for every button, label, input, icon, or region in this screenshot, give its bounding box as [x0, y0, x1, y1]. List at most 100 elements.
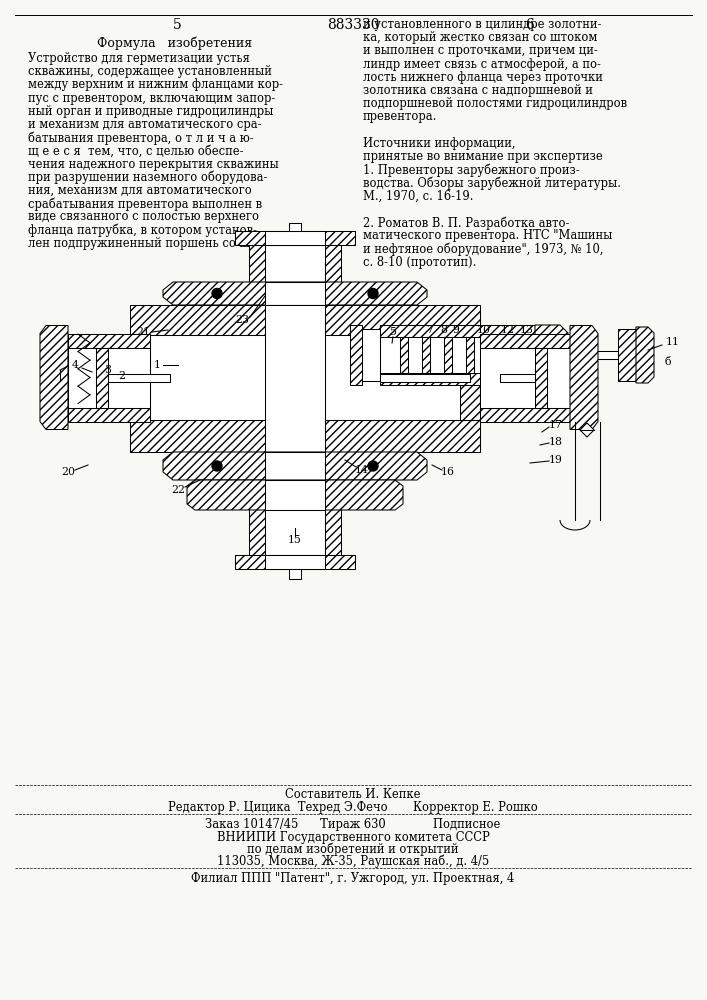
Bar	[618, 329, 636, 381]
Bar	[68, 348, 150, 408]
Text: 7: 7	[426, 325, 433, 335]
Circle shape	[212, 461, 222, 471]
Circle shape	[212, 288, 222, 298]
Bar	[568, 351, 618, 359]
Bar	[265, 231, 325, 245]
Polygon shape	[40, 326, 68, 430]
Text: 17: 17	[549, 420, 563, 430]
Polygon shape	[570, 326, 598, 430]
Text: б: б	[665, 357, 671, 367]
Text: 12: 12	[501, 325, 515, 335]
Text: ния, механизм для автоматического: ния, механизм для автоматического	[28, 184, 252, 197]
Bar	[380, 325, 535, 337]
Bar	[108, 373, 170, 381]
Bar	[325, 245, 341, 282]
Text: Составитель И. Кепке: Составитель И. Кепке	[285, 788, 421, 801]
Text: фланца патрубка, в котором установ-: фланца патрубка, в котором установ-	[28, 224, 257, 237]
Bar	[68, 408, 150, 422]
Text: 1: 1	[153, 360, 160, 370]
Text: Устройство для герметизации устья: Устройство для герметизации устья	[28, 52, 250, 65]
Bar	[235, 231, 355, 245]
Text: 113035, Москва, Ж-35, Раушская наб., д. 4/5: 113035, Москва, Ж-35, Раушская наб., д. …	[217, 855, 489, 868]
Text: чения надежного перекрытия скважины: чения надежного перекрытия скважины	[28, 158, 279, 171]
Text: 20: 20	[61, 467, 75, 477]
Text: 19: 19	[549, 455, 563, 465]
Bar	[380, 337, 535, 373]
Text: золотника связана с надпоршневой и: золотника связана с надпоршневой и	[363, 84, 593, 97]
Polygon shape	[187, 480, 403, 510]
Text: 883330: 883330	[327, 18, 379, 32]
Polygon shape	[580, 423, 594, 437]
Text: линдр имеет связь с атмосферой, а по-: линдр имеет связь с атмосферой, а по-	[363, 58, 601, 71]
Bar	[249, 480, 265, 555]
Bar	[130, 305, 480, 335]
Bar	[265, 305, 325, 452]
Polygon shape	[636, 327, 654, 383]
Bar	[444, 337, 452, 373]
Text: 2. Роматов В. П. Разработка авто-: 2. Роматов В. П. Разработка авто-	[363, 216, 569, 230]
Text: Филиал ППП "Патент", г. Ужгород, ул. Проектная, 4: Филиал ППП "Патент", г. Ужгород, ул. Про…	[192, 872, 515, 885]
Polygon shape	[163, 452, 427, 480]
Text: Заказ 10147/45      Тираж 630             Подписное: Заказ 10147/45 Тираж 630 Подписное	[205, 818, 501, 831]
Text: 22: 22	[171, 485, 185, 495]
Text: ный орган и приводные гидроцилиндры: ный орган и приводные гидроцилиндры	[28, 105, 274, 118]
Bar	[265, 480, 325, 510]
Bar	[480, 334, 570, 348]
Text: 10: 10	[477, 325, 491, 335]
Text: с. 8-10 (прототип).: с. 8-10 (прототип).	[363, 256, 477, 269]
Bar	[466, 337, 474, 373]
Text: матического превентора. НТС "Машины: матического превентора. НТС "Машины	[363, 229, 612, 242]
Bar	[380, 373, 535, 385]
Text: 16: 16	[441, 467, 455, 477]
Bar	[488, 337, 496, 373]
Text: 2: 2	[119, 371, 126, 381]
Polygon shape	[163, 282, 427, 305]
Bar	[249, 245, 265, 282]
Text: 11: 11	[666, 337, 680, 347]
Text: 15: 15	[288, 535, 302, 545]
Text: 18: 18	[549, 437, 563, 447]
Polygon shape	[535, 325, 568, 385]
Bar	[350, 325, 362, 385]
Bar	[150, 335, 460, 420]
Text: между верхним и нижним фланцами кор-: между верхним и нижним фланцами кор-	[28, 78, 283, 91]
Text: 3: 3	[105, 365, 112, 375]
Bar	[265, 480, 325, 555]
Bar	[130, 420, 480, 452]
Text: скважины, содержащее установленный: скважины, содержащее установленный	[28, 65, 272, 78]
Text: 21: 21	[136, 327, 150, 337]
Text: 4: 4	[71, 360, 78, 370]
Text: и механизм для автоматического сра-: и механизм для автоматического сра-	[28, 118, 262, 131]
Circle shape	[368, 288, 378, 298]
Text: превентора.: превентора.	[363, 110, 438, 123]
Text: срабатывания превентора выполнен в: срабатывания превентора выполнен в	[28, 197, 262, 211]
Bar	[68, 334, 150, 348]
Text: пус с превентором, включающим запор-: пус с превентором, включающим запор-	[28, 92, 275, 105]
Text: принятые во внимание при экспертизе: принятые во внимание при экспертизе	[363, 150, 603, 163]
Text: 13: 13	[520, 325, 534, 335]
Text: ка, который жестко связан со штоком: ка, который жестко связан со штоком	[363, 31, 597, 44]
Bar	[289, 569, 301, 579]
Bar	[235, 555, 355, 569]
Circle shape	[368, 461, 378, 471]
Text: Источники информации,: Источники информации,	[363, 137, 515, 150]
Bar	[422, 337, 430, 373]
Bar	[265, 452, 325, 480]
Bar	[325, 480, 341, 555]
Bar	[460, 335, 480, 420]
Text: подпоршневой полостями гидроцилиндров: подпоршневой полостями гидроцилиндров	[363, 97, 627, 110]
Bar	[535, 348, 547, 408]
Text: при разрушении наземного оборудова-: при разрушении наземного оборудова-	[28, 171, 267, 184]
Text: 23: 23	[235, 315, 249, 325]
Text: 8: 8	[440, 325, 448, 335]
Text: батывания превентора, о т л и ч а ю-: батывания превентора, о т л и ч а ю-	[28, 131, 254, 145]
Bar	[289, 223, 301, 231]
Text: Редактор Р. Цицика  Техред Э.Фечо       Корректор Е. Рошко: Редактор Р. Цицика Техред Э.Фечо Коррект…	[168, 801, 538, 814]
Text: 9: 9	[452, 325, 460, 335]
Text: и нефтяное оборудование", 1973, № 10,: и нефтяное оборудование", 1973, № 10,	[363, 242, 604, 256]
Bar	[400, 337, 408, 373]
Bar	[265, 245, 325, 282]
Text: 14: 14	[355, 465, 369, 475]
Text: и установленного в цилиндре золотни-: и установленного в цилиндре золотни-	[363, 18, 602, 31]
Bar	[360, 329, 380, 381]
